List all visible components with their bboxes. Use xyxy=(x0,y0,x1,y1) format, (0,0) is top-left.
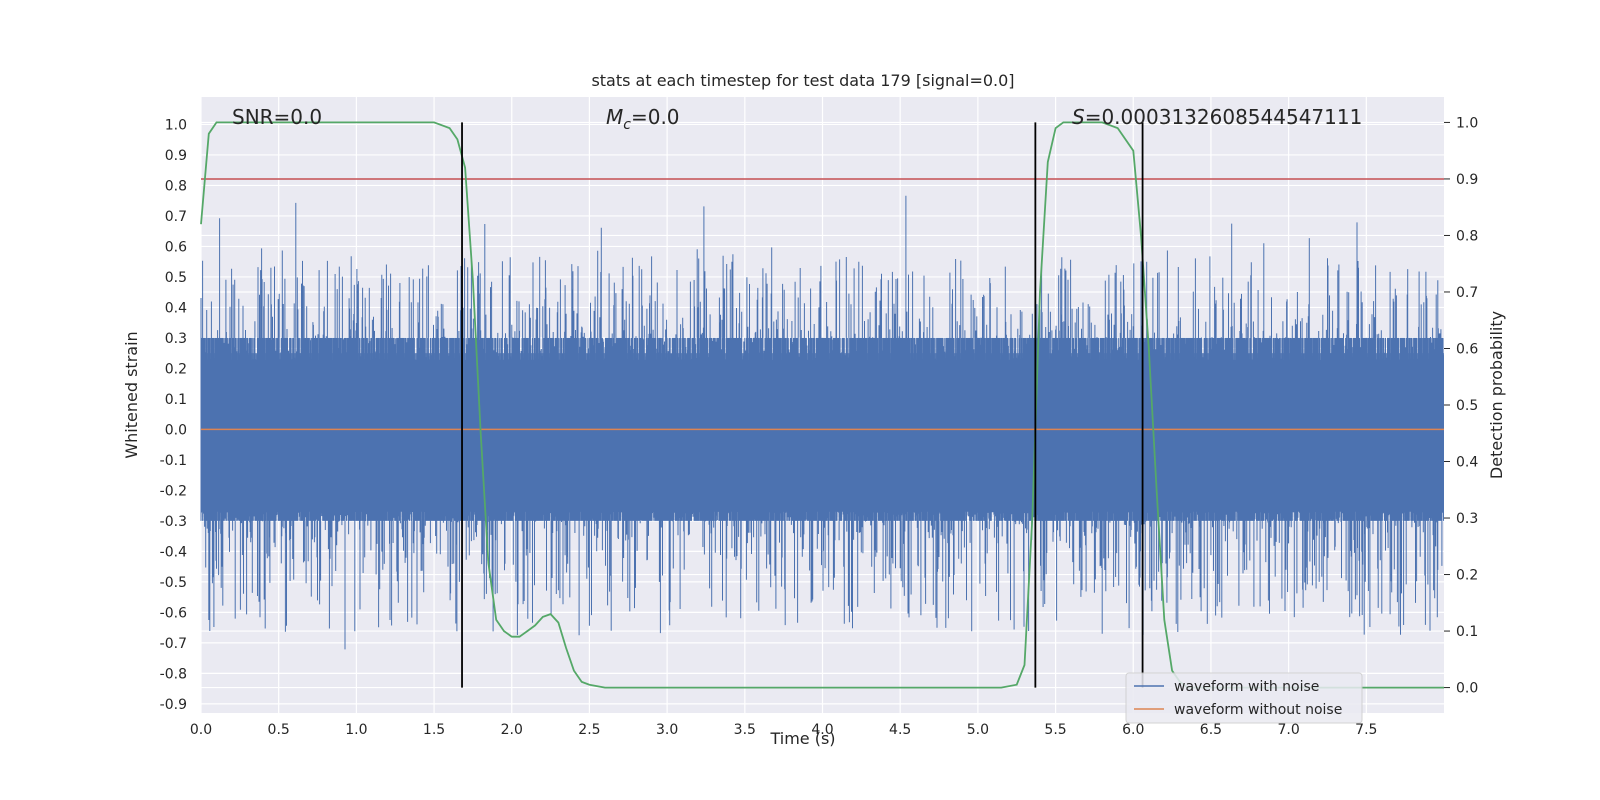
y-tick-label: 0.8 xyxy=(165,178,187,194)
y-tick-label: 0.2 xyxy=(165,361,187,377)
x-tick-label: 0.5 xyxy=(268,722,290,738)
x-axis-label: Time (s) xyxy=(769,729,835,748)
y-tick-label: 0.9 xyxy=(165,148,187,164)
x-tick-label: 3.0 xyxy=(656,722,678,738)
y-tick-label: 0.1 xyxy=(165,392,187,408)
x-tick-label: 0.0 xyxy=(190,722,212,738)
s-value: =0.0003132608544547111 xyxy=(1085,105,1363,129)
y-tick-label: -0.6 xyxy=(160,605,187,621)
y-tick-label: 0.7 xyxy=(165,209,187,225)
x-tick-label: 6.5 xyxy=(1200,722,1222,738)
y-tick-label: -0.5 xyxy=(160,575,187,591)
x-axis-ticks: 0.0 0.5 1.0 1.5 2.0 2.5 3.0 3.5 4.0 4.5 5.0 5.5 6.0 6… xyxy=(190,722,1378,738)
y2-tick-label: 0.0 xyxy=(1456,681,1478,697)
chirp-mass-value: =0.0 xyxy=(631,105,680,129)
y2-tick-label: 0.7 xyxy=(1456,285,1478,301)
line-layer xyxy=(200,121,1444,689)
y2-tick-label: 0.1 xyxy=(1456,624,1478,640)
legend-label-clean: waveform without noise xyxy=(1174,702,1342,718)
x-tick-label: 4.0 xyxy=(811,722,833,738)
y-tick-label: -0.3 xyxy=(160,514,187,530)
y-tick-label: -0.2 xyxy=(160,483,187,499)
y-tick-label: -0.9 xyxy=(160,697,187,713)
snr-annotation: SNR=0.0 xyxy=(232,105,322,129)
chirp-mass-symbol: M xyxy=(606,105,623,129)
y-tick-label: -0.7 xyxy=(160,636,187,652)
y-axis-ticks: 1.0 0.9 0.8 0.7 0.6 0.5 0.4 0.3 0.2 0.1 0.0 -0.1 -0.… xyxy=(160,117,187,712)
y2-axis-ticks: 1.0 0.9 0.8 0.7 0.6 0.5 0.4 0.3 0.2 0.1 0.0 xyxy=(1444,115,1478,697)
legend-box xyxy=(1125,672,1363,724)
x-tick-label: 5.5 xyxy=(1044,722,1066,738)
x-tick-label: 5.0 xyxy=(967,722,989,738)
y-tick-label: -0.4 xyxy=(160,544,187,560)
y2-tick-label: 1.0 xyxy=(1456,115,1478,131)
y-tick-label: -0.1 xyxy=(160,453,187,469)
legend-label-noisy: waveform with noise xyxy=(1174,679,1319,695)
y2-tick-label: 0.4 xyxy=(1456,455,1478,471)
x-tick-label: 6.0 xyxy=(1122,722,1144,738)
chart-title: stats at each timestep for test data 179… xyxy=(591,71,1014,90)
x-tick-label: 7.5 xyxy=(1355,722,1377,738)
x-tick-label: 1.0 xyxy=(345,722,367,738)
y2-axis-label: Detection probability xyxy=(1487,311,1506,479)
y2-tick-label: 0.9 xyxy=(1456,172,1478,188)
s-annotation: S=0.0003132608544547111 xyxy=(1072,105,1362,129)
chirp-mass-annotation: Mc=0.0 xyxy=(606,105,680,133)
x-tick-label: 7.0 xyxy=(1277,722,1299,738)
x-tick-label: 1.5 xyxy=(423,722,445,738)
legend: waveform with noise waveform without noi… xyxy=(1125,672,1363,724)
y-tick-label: 0.4 xyxy=(165,300,187,316)
y-tick-label: 0.0 xyxy=(165,422,187,438)
y2-tick-label: 0.3 xyxy=(1456,511,1478,527)
y2-tick-label: 0.5 xyxy=(1456,398,1478,414)
x-tick-label: 4.5 xyxy=(889,722,911,738)
chirp-mass-subscript: c xyxy=(623,117,631,133)
x-tick-label: 2.5 xyxy=(578,722,600,738)
y-tick-label: 0.6 xyxy=(165,239,187,255)
y-axis-label: Whitened strain xyxy=(122,331,141,458)
x-tick-label: 3.5 xyxy=(734,722,756,738)
s-symbol: S xyxy=(1072,105,1085,129)
y-tick-label: -0.8 xyxy=(160,666,187,682)
x-tick-label: 2.0 xyxy=(501,722,523,738)
y-tick-label: 0.5 xyxy=(165,270,187,286)
y2-tick-label: 0.6 xyxy=(1456,341,1478,357)
y2-tick-label: 0.2 xyxy=(1456,568,1478,584)
y2-tick-label: 0.8 xyxy=(1456,228,1478,244)
y-tick-label: 1.0 xyxy=(165,117,187,133)
y-tick-label: 0.3 xyxy=(165,331,187,347)
